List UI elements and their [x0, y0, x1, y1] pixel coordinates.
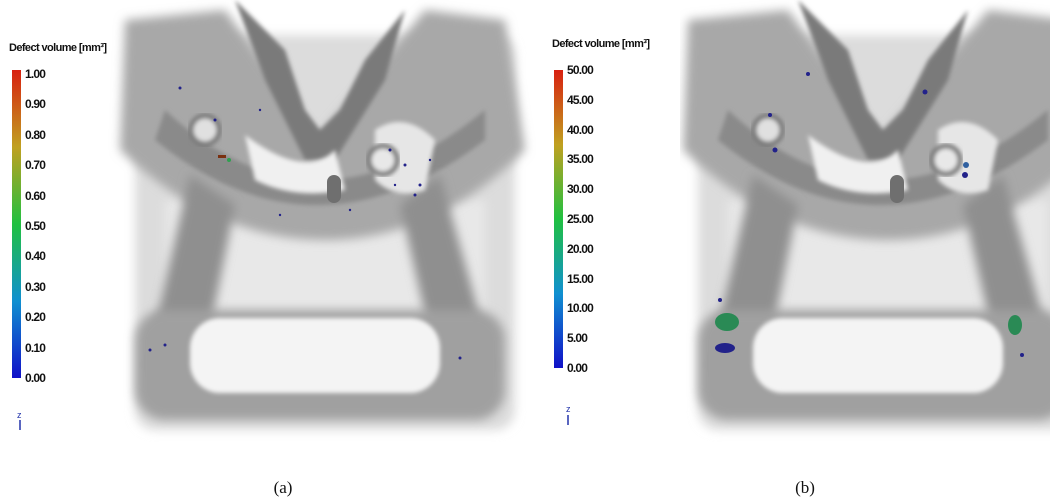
- colorbar-label: 0.60: [25, 189, 45, 203]
- scan-images: [0, 0, 1050, 503]
- axis-label: z: [17, 410, 22, 420]
- scan-image-b: [683, 0, 1050, 430]
- scan-image-a: [120, 0, 525, 430]
- colorbar-label: 35.00: [567, 152, 593, 166]
- colorbar-label: 0.80: [25, 128, 45, 142]
- colorbar-label: 20.00: [567, 242, 593, 256]
- colorbar-label: 0.40: [25, 249, 45, 263]
- colorbar-label: 10.00: [567, 301, 593, 315]
- colorbar-label: 0.00: [567, 361, 587, 375]
- colorbar-label: 45.00: [567, 93, 593, 107]
- colorbar-label: 30.00: [567, 182, 593, 196]
- colorbar-label: 0.00: [25, 371, 45, 385]
- colorbar-b: [554, 70, 563, 368]
- colorbar-label: 25.00: [567, 212, 593, 226]
- caption: (a): [274, 478, 293, 498]
- colorbar-label: 0.30: [25, 280, 45, 294]
- colorbar-label: 0.90: [25, 97, 45, 111]
- colorbar-label: 15.00: [567, 272, 593, 286]
- colorbar-a: [12, 70, 21, 378]
- colorbar-label: 0.20: [25, 310, 45, 324]
- colorbar-label: 5.00: [567, 331, 587, 345]
- figure: {"panels": [ {"colorbar_title": "Defect …: [0, 0, 1050, 503]
- colorbar-label: 0.70: [25, 158, 45, 172]
- colorbar-label: 1.00: [25, 67, 45, 81]
- colorbar-label: 40.00: [567, 123, 593, 137]
- colorbar-title: Defect volume [mm³]: [552, 38, 649, 50]
- colorbar-title: Defect volume [mm³]: [9, 42, 106, 54]
- colorbar-label: 0.10: [25, 341, 45, 355]
- colorbar-label: 50.00: [567, 63, 593, 77]
- caption: (b): [795, 478, 815, 498]
- colorbar-label: 0.50: [25, 219, 45, 233]
- axis-label: z: [566, 404, 571, 414]
